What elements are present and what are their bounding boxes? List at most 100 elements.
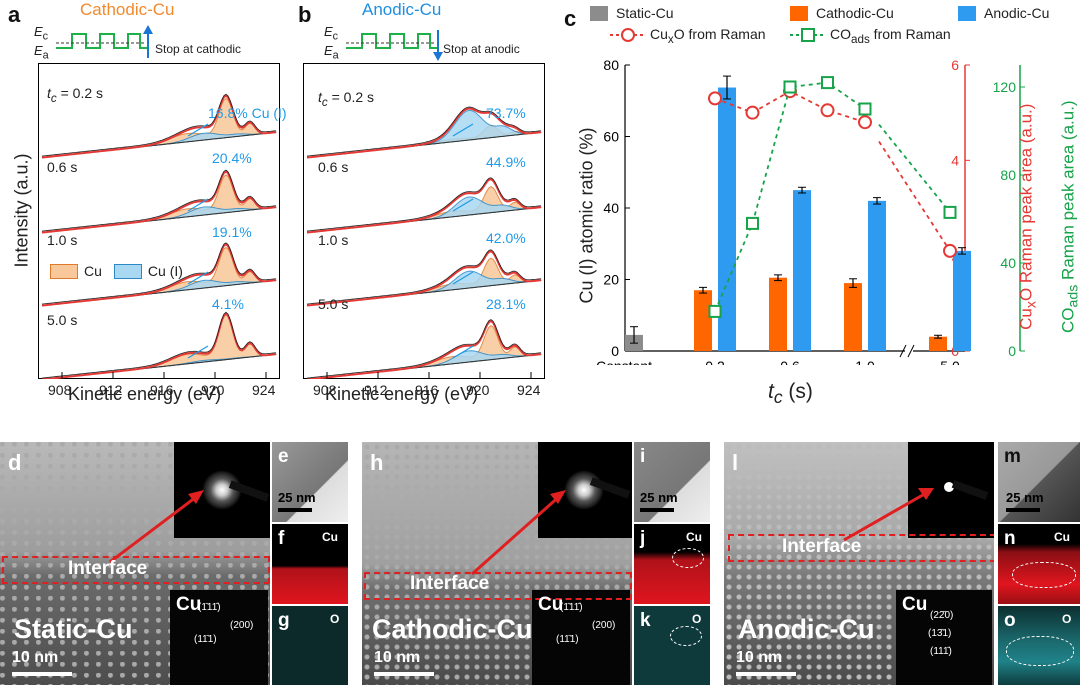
bar-cathodic-cu bbox=[694, 290, 712, 351]
panel-a-t1: 0.6 s bbox=[47, 159, 78, 175]
panel-b-t0: tc = 0.2 s bbox=[318, 89, 375, 109]
bar-cathodic-cu bbox=[929, 336, 947, 351]
panel-b-pct0: 73.7% bbox=[486, 105, 526, 121]
tem-static-miller-1: (1̄11̄) bbox=[198, 602, 221, 613]
panel-b-t2: 1.0 s bbox=[318, 232, 349, 248]
panel-b-pulse-diagram bbox=[346, 30, 443, 61]
tem-static-letter: d bbox=[8, 450, 22, 475]
legend-co-label: COads from Raman bbox=[830, 26, 951, 46]
panel-c-chart: 020406080024604080120Constant0.20.61.05.… bbox=[596, 57, 1025, 365]
xps-raw-line bbox=[41, 311, 277, 379]
tem-anodic-letter: l bbox=[732, 450, 739, 475]
legend-cathodic-swatch bbox=[790, 6, 808, 21]
tem-cathodic-arrow bbox=[471, 490, 566, 576]
left-y-tick-label: 20 bbox=[603, 272, 619, 288]
xps-raw-line bbox=[306, 319, 542, 379]
panel-a-xtick-labels: 908 912 916 920 924 bbox=[48, 382, 276, 398]
cuxo-marker bbox=[820, 103, 835, 118]
tem-static-label: Static-Cu bbox=[14, 614, 133, 644]
tem-i-image: i 25 nm bbox=[634, 442, 710, 522]
co-marker bbox=[858, 102, 872, 116]
bar-anodic-cu bbox=[953, 250, 971, 351]
tem-anodic-scalebar bbox=[736, 672, 796, 676]
xps-raw-line bbox=[306, 249, 542, 305]
cuxo-marker bbox=[745, 105, 760, 120]
tem-static-arrow bbox=[109, 490, 204, 564]
legend-anodic-swatch bbox=[958, 6, 976, 21]
tem-static-image: Interface Static-Cu d Cu (1̄11̄) (200) (… bbox=[0, 442, 270, 685]
panel-b-pct2: 42.0% bbox=[486, 230, 526, 246]
x-category-label: 1.0 bbox=[855, 358, 875, 365]
tem-anodic-interface-label: Interface bbox=[782, 536, 862, 557]
xps-cu-area bbox=[307, 325, 542, 379]
panel-b-title: Anodic-Cu bbox=[362, 0, 442, 19]
bar-anodic-cu bbox=[868, 200, 886, 351]
xps-fit-line bbox=[41, 170, 277, 234]
tem-static-interface-label: Interface bbox=[68, 558, 148, 579]
co-marker bbox=[783, 80, 797, 94]
panel-b-t3: 5.0 s bbox=[318, 296, 349, 312]
left-y-tick-label: 60 bbox=[603, 129, 619, 145]
xps-fit-line bbox=[306, 319, 542, 379]
tem-static-scale-label: 10 nm bbox=[12, 649, 59, 666]
xps-pointer bbox=[187, 345, 209, 359]
legend-anodic-label: Anodic-Cu bbox=[984, 5, 1050, 21]
xps-fit-line bbox=[41, 312, 277, 379]
tem-cathodic-scalebar bbox=[374, 672, 434, 676]
tem-cathodic-miller-3: (11̄1) bbox=[556, 634, 579, 645]
tem-cathodic-scale-label: 10 nm bbox=[374, 649, 421, 666]
tem-static-fft-inset bbox=[170, 590, 268, 685]
legend-static-swatch bbox=[590, 6, 608, 21]
xps-pointer bbox=[452, 345, 474, 359]
right1-y-tick-label: 6 bbox=[951, 57, 959, 73]
panel-b-letter: b bbox=[298, 2, 312, 27]
panel-c-legend: Static-Cu Cathodic-Cu Anodic-Cu CuxO fro… bbox=[590, 4, 1080, 52]
bar-cathodic-cu bbox=[844, 283, 862, 351]
co-marker bbox=[746, 216, 759, 230]
tem-g-o-map: g O bbox=[272, 606, 348, 685]
tem-anodic-miller-1: (22̄0) bbox=[930, 610, 954, 621]
tem-m-image: m 25 nm bbox=[998, 442, 1080, 522]
panel-c-y2label: CuxO Raman peak area (a.u.) bbox=[1016, 103, 1040, 330]
tem-static-miller-3: (11̄1) bbox=[194, 634, 217, 645]
legend-swatch-cu bbox=[50, 263, 78, 279]
panel-a-xps-plot bbox=[38, 63, 280, 379]
x-category-label: 0.2 bbox=[705, 358, 725, 365]
xps-pointer bbox=[452, 271, 474, 285]
tem-cathodic-interface-label: Interface bbox=[410, 573, 490, 594]
panel-a-letter: a bbox=[8, 2, 21, 27]
tem-static-scalebar bbox=[12, 672, 72, 676]
tem-static-saed-inset bbox=[174, 442, 270, 538]
legend-cathodic-label: Cathodic-Cu bbox=[816, 5, 894, 21]
line-co bbox=[714, 81, 866, 312]
legend-co-marker bbox=[790, 28, 826, 42]
tem-anodic-scale-label: 10 nm bbox=[736, 649, 783, 666]
tem-cathodic-fft-inset bbox=[532, 590, 630, 685]
panel-b-pct3: 28.1% bbox=[486, 296, 526, 312]
tem-static-interface-box bbox=[2, 556, 270, 584]
xps-fit-line bbox=[306, 178, 542, 234]
tem-f-cu-map: f Cu bbox=[272, 524, 348, 604]
tem-static-cu: Cu bbox=[176, 594, 202, 615]
xps-pointer bbox=[452, 123, 474, 137]
tem-anodic-arrow bbox=[843, 488, 934, 542]
tem-cathodic-image: Interface Cathodic-Cu h Cu (1̄11̄) (200)… bbox=[362, 442, 632, 685]
x-category-label: 5.0 bbox=[940, 358, 960, 365]
tem-n-cu-map: n Cu bbox=[998, 524, 1080, 604]
panel-c-letter: c bbox=[564, 6, 577, 31]
tem-cathodic-miller-2: (200) bbox=[592, 620, 616, 631]
panel-a-ea: Ea bbox=[34, 43, 49, 62]
xps-pointer bbox=[187, 123, 209, 137]
tem-anodic-miller-2: (13̄1) bbox=[928, 628, 952, 639]
xps-fit-line bbox=[306, 107, 542, 159]
tem-anodic-image: Interface Anodic-Cu l Cu (22̄0) (13̄1) (… bbox=[724, 442, 994, 685]
xps-fit-line bbox=[41, 243, 277, 307]
co-marker bbox=[708, 304, 722, 318]
panel-a-legend: Cu Cu (I) bbox=[50, 263, 183, 279]
panel-a-title: Cathodic-Cu bbox=[80, 0, 175, 19]
panel-a-xlabel: Kinetic energy (eV) bbox=[68, 384, 222, 404]
cuxo-marker bbox=[943, 243, 957, 258]
panel-b-ea: Ea bbox=[324, 43, 339, 62]
right2-y-tick-label: 80 bbox=[1000, 167, 1016, 183]
tem-anodic-label: Anodic-Cu bbox=[738, 614, 875, 644]
